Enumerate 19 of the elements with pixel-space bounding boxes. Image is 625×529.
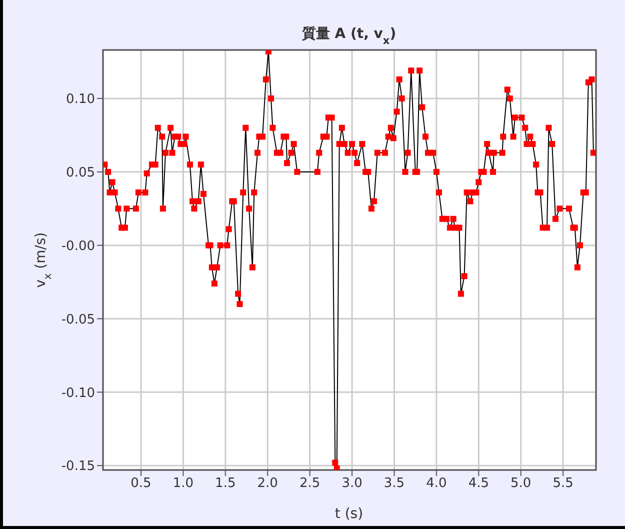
y-tick-label: -0.05 <box>61 312 95 328</box>
x-tick-label: 2.5 <box>299 476 320 492</box>
x-tick-label: 1.0 <box>172 476 194 492</box>
y-tick-label: -0.10 <box>61 386 95 401</box>
x-tick-label: 1.5 <box>215 476 236 492</box>
x-tick-label: 4.5 <box>468 476 490 492</box>
x-tick-label: 3.5 <box>384 476 405 492</box>
x-tick-label: 5.5 <box>552 476 574 492</box>
chart-title: 質量 A (t, v$_{x}$) <box>300 25 396 47</box>
x-axis-title: t (s) <box>334 506 364 522</box>
x-tick-label: 2.0 <box>257 476 278 492</box>
y-tick-label: 0.10 <box>66 92 95 108</box>
x-tick-label: 3.0 <box>342 476 362 492</box>
y-tick-label: -0.15 <box>61 459 95 474</box>
y-tick-label: 0.05 <box>66 166 95 181</box>
x-tick-label: 4.0 <box>426 476 447 492</box>
y-tick-label: -0.00 <box>61 238 95 254</box>
x-tick-label: 0.5 <box>130 476 152 492</box>
x-tick-label: 5.0 <box>510 476 532 492</box>
